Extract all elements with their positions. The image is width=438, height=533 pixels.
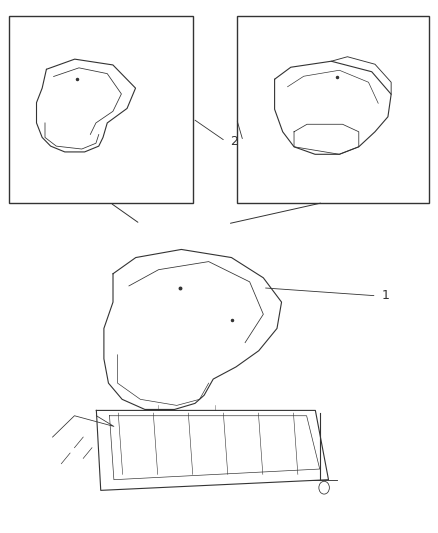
Bar [9, 16, 193, 203]
Text: 2: 2 [230, 135, 238, 148]
Text: 1: 1 [381, 289, 389, 302]
Bar [237, 16, 429, 203]
